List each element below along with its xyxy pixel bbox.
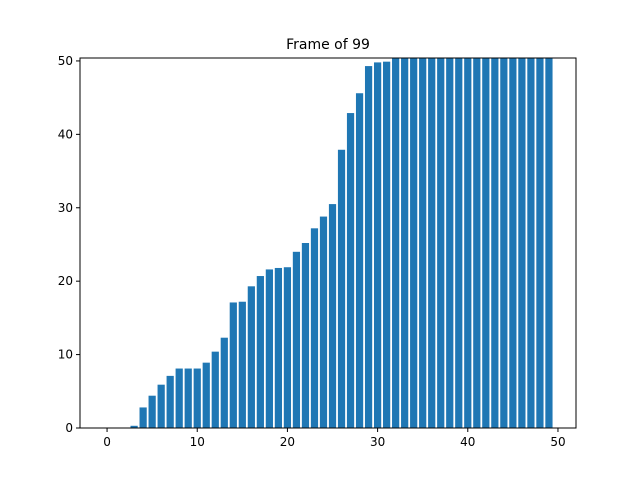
bar-9	[184, 368, 192, 428]
bar-31	[383, 61, 391, 429]
bar-5	[148, 395, 156, 428]
bar-23	[310, 228, 319, 428]
bar-40	[464, 58, 472, 428]
bar-33	[401, 58, 409, 428]
bar-12	[211, 351, 219, 428]
bar-37	[437, 58, 445, 428]
bar-14	[229, 302, 237, 428]
bar-7	[166, 375, 174, 428]
y-tick-label: 40	[58, 127, 73, 141]
plot-frame	[79, 57, 577, 429]
x-axis: 0 10 20 30 40 50	[103, 428, 566, 449]
y-tick-label: 50	[58, 54, 73, 68]
bar-17	[256, 276, 264, 428]
bar-19	[274, 267, 283, 428]
bar-15	[238, 301, 246, 428]
chart-title: Frame of 99	[286, 37, 370, 53]
bar-39	[455, 58, 463, 428]
bar-48	[536, 58, 544, 428]
bar-46	[518, 58, 526, 428]
bar-13	[220, 337, 228, 428]
y-tick-label: 10	[58, 348, 73, 362]
bar-35	[419, 58, 427, 428]
bar-25	[328, 204, 337, 428]
y-axis: 0 10 20 30 40 50	[58, 54, 80, 435]
bar-27	[346, 113, 355, 429]
x-tick-label: 50	[550, 435, 565, 449]
bar-45	[509, 58, 517, 428]
bar-3	[130, 425, 138, 428]
bar-22	[301, 243, 310, 428]
y-tick-label: 30	[58, 201, 73, 215]
bar-28	[355, 93, 364, 428]
x-tick-label: 40	[460, 435, 475, 449]
y-tick-label: 20	[58, 274, 73, 288]
bar-11	[202, 362, 210, 428]
y-tick-label: 0	[65, 421, 73, 435]
bar-8	[175, 368, 183, 428]
bar-6	[157, 384, 165, 428]
x-tick-label: 20	[280, 435, 295, 449]
bar-41	[473, 58, 481, 428]
x-tick-label: 0	[103, 435, 111, 449]
bar-38	[446, 58, 454, 428]
bar-47	[527, 58, 535, 428]
bar-44	[500, 58, 508, 428]
x-tick-label: 30	[370, 435, 385, 449]
bar-26	[337, 149, 346, 428]
bar-29	[364, 66, 373, 429]
bar-32	[392, 58, 400, 428]
bar-42	[482, 58, 490, 428]
bar-30	[373, 62, 382, 429]
bar-18	[265, 269, 273, 428]
bar-10	[193, 368, 201, 428]
bar-34	[410, 58, 418, 428]
bar-16	[247, 286, 255, 428]
bar-24	[319, 216, 328, 428]
bars-group	[130, 58, 553, 429]
x-tick-label: 10	[190, 435, 205, 449]
bar-4	[139, 407, 147, 428]
bar-36	[428, 58, 436, 428]
bar-43	[491, 58, 499, 428]
bar-20	[283, 267, 292, 428]
bar-49	[545, 58, 553, 428]
bar-21	[292, 251, 301, 428]
